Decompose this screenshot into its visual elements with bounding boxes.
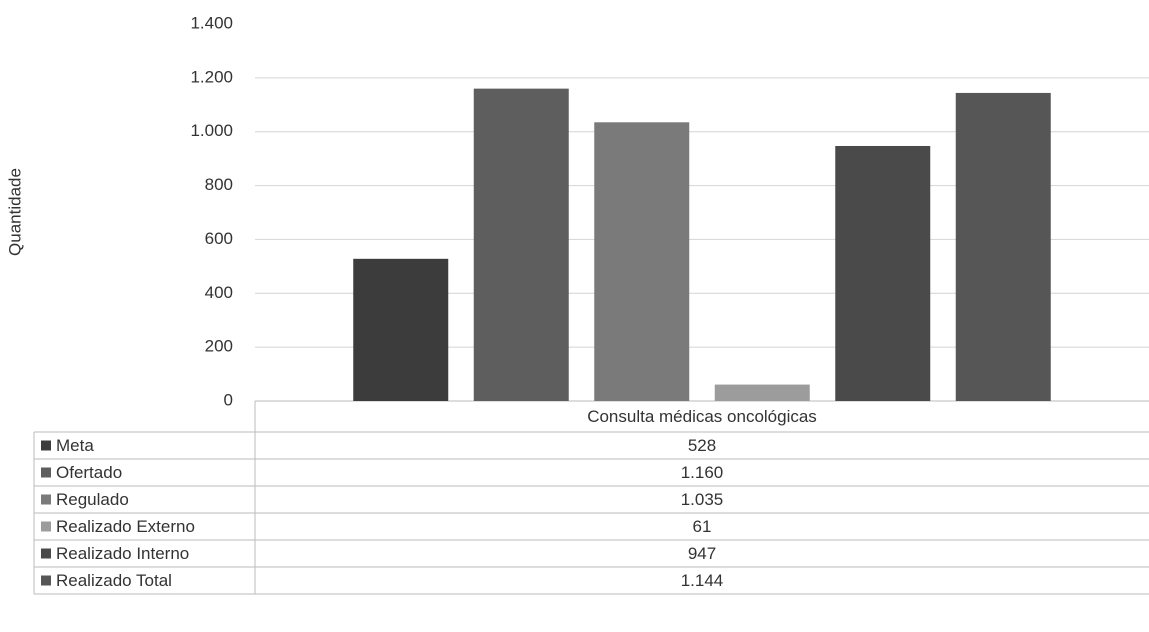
y-tick-label: 1.400 [190, 13, 233, 32]
legend-swatch [41, 494, 51, 505]
y-tick-label: 800 [205, 175, 233, 194]
y-tick-label: 600 [205, 229, 233, 248]
y-tick-label: 1.000 [190, 121, 233, 140]
legend-label: Realizado Interno [56, 544, 189, 563]
legend-label: Ofertado [56, 463, 122, 482]
legend-swatch [41, 467, 51, 478]
legend-swatch [41, 440, 51, 451]
table-value: 1.035 [681, 490, 724, 509]
bar [353, 258, 449, 401]
legend-swatch [41, 548, 51, 559]
y-tick-label: 400 [205, 283, 233, 302]
y-tick-label: 0 [224, 390, 233, 409]
table-value: 528 [688, 436, 716, 455]
bar [955, 92, 1051, 402]
y-axis-label: Quantidade [5, 168, 24, 256]
bar [714, 384, 810, 401]
table-value: 947 [688, 544, 716, 563]
legend-label: Regulado [56, 490, 129, 509]
x-tick-label: Consulta médicas oncológicas [587, 407, 817, 426]
bar [835, 145, 931, 401]
legend-label: Meta [56, 436, 94, 455]
legend-label: Realizado Total [56, 571, 172, 590]
legend-swatch [41, 521, 51, 532]
legend-swatch [41, 575, 51, 586]
legend-label: Realizado Externo [56, 517, 195, 536]
bar [473, 88, 569, 401]
table-value: 61 [693, 517, 712, 536]
table-value: 1.160 [681, 463, 724, 482]
y-tick-label: 1.200 [190, 67, 233, 86]
y-tick-label: 200 [205, 337, 233, 356]
table-value: 1.144 [681, 571, 724, 590]
bar [594, 122, 690, 402]
